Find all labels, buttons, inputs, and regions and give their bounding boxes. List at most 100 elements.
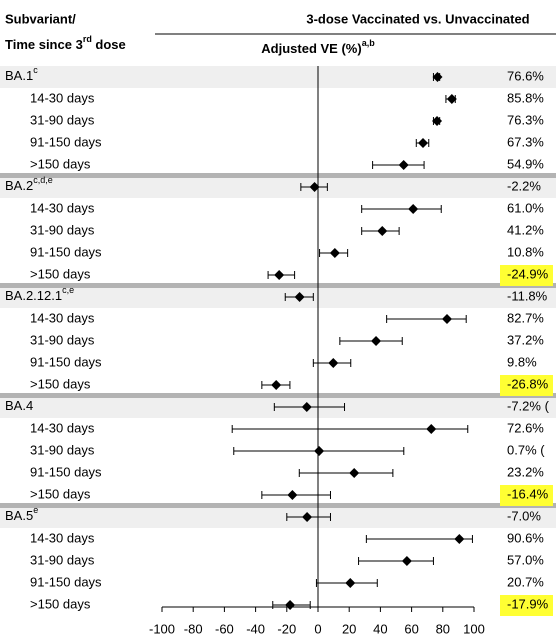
value-label: 41.2%: [507, 222, 544, 237]
point: [314, 446, 325, 456]
point: [432, 72, 443, 82]
point: [329, 248, 340, 258]
group-row-bg: [0, 66, 556, 88]
group-row-bg: [0, 286, 556, 308]
row-label: 31-90 days: [30, 112, 95, 127]
group-sup: c: [33, 65, 38, 75]
value-label: -2.2%: [507, 178, 541, 193]
group-label: BA.5e: [5, 505, 38, 523]
point: [294, 292, 305, 302]
group-name: BA.2: [5, 178, 33, 193]
group-name: BA.5: [5, 508, 33, 523]
value-label: 23.2%: [507, 464, 544, 479]
group-label: BA.1c: [5, 65, 38, 83]
separator: [0, 283, 556, 288]
axis-title-text: Adjusted VE (%): [261, 41, 361, 56]
row-label: 91-150 days: [30, 354, 102, 369]
row-label: 14-30 days: [30, 200, 95, 215]
row-label: 31-90 days: [30, 332, 95, 347]
point: [446, 94, 457, 104]
value-label: -11.8%: [507, 288, 548, 303]
row-label: >150 days: [30, 596, 91, 611]
x-axis-title: Adjusted VE (%)a,b: [261, 38, 375, 56]
x-tick-label: 60: [404, 621, 418, 636]
row-label: 91-150 days: [30, 134, 102, 149]
x-tick-label: -60: [215, 621, 234, 636]
point: [274, 270, 285, 280]
group-row-bg: [0, 506, 556, 528]
value-label: -16.4%: [507, 486, 549, 501]
group-row-bg: [0, 176, 556, 198]
value-label: 57.0%: [507, 552, 544, 567]
value-label: 0.7% (: [507, 442, 545, 457]
row-label: 91-150 days: [30, 464, 102, 479]
separator: [0, 393, 556, 398]
header-text: Time since 3: [5, 37, 83, 52]
point: [442, 314, 453, 324]
value-label: -7.0%: [507, 508, 541, 523]
row-label: >150 days: [30, 266, 91, 281]
row-label: 14-30 days: [30, 420, 95, 435]
row-label: >150 days: [30, 156, 91, 171]
row-label: 31-90 days: [30, 222, 95, 237]
value-label: 82.7%: [507, 310, 544, 325]
row-label: 31-90 days: [30, 552, 95, 567]
row-label: >150 days: [30, 486, 91, 501]
value-label: 61.0%: [507, 200, 544, 215]
group-label: BA.2.12.1c,e: [5, 285, 74, 303]
point: [371, 336, 382, 346]
x-tick-label: -20: [277, 621, 296, 636]
x-tick-label: 0: [314, 621, 321, 636]
highlight: [500, 265, 553, 286]
group-sup: c,e: [62, 285, 74, 295]
point: [426, 424, 437, 434]
highlight: [500, 485, 553, 506]
row-label: 14-30 days: [30, 530, 95, 545]
highlight: [500, 375, 553, 396]
value-label: 9.8%: [507, 354, 537, 369]
value-label: 72.6%: [507, 420, 544, 435]
group-label: BA.2c,d,e: [5, 175, 53, 193]
value-label: 76.6%: [507, 68, 544, 83]
value-label: 76.3%: [507, 112, 544, 127]
x-tick-label: 80: [436, 621, 450, 636]
value-label: 10.8%: [507, 244, 544, 259]
group-sup: c,d,e: [33, 175, 53, 185]
point: [309, 182, 320, 192]
value-label: -17.9%: [507, 596, 549, 611]
point: [301, 402, 312, 412]
row-label: 91-150 days: [30, 244, 102, 259]
header-sup: rd: [83, 34, 92, 44]
row-label: >150 days: [30, 376, 91, 391]
highlight: [500, 595, 553, 616]
comparison-title: 3-dose Vaccinated vs. Unvaccinated: [306, 11, 529, 26]
value-label: 37.2%: [507, 332, 544, 347]
separator: [0, 173, 556, 178]
x-tick-label: -100: [149, 621, 175, 636]
point: [454, 534, 465, 544]
separator: [0, 503, 556, 508]
group-name: BA.1: [5, 68, 33, 83]
row-label: 31-90 days: [30, 442, 95, 457]
row-label: 14-30 days: [30, 90, 95, 105]
x-tick-label: -80: [184, 621, 203, 636]
x-tick-label: 100: [463, 621, 485, 636]
value-label: -7.2% (: [507, 398, 550, 413]
x-tick-label: -40: [246, 621, 265, 636]
header-left: Subvariant/: [5, 11, 76, 26]
value-label: 90.6%: [507, 530, 544, 545]
point: [287, 490, 298, 500]
point: [417, 138, 428, 148]
x-tick-label: 40: [373, 621, 387, 636]
value-label: 54.9%: [507, 156, 544, 171]
row-label: 14-30 days: [30, 310, 95, 325]
point: [401, 556, 412, 566]
row-label: 91-150 days: [30, 574, 102, 589]
group-label: BA.4: [5, 398, 33, 413]
group-name: BA.2.12.1: [5, 288, 62, 303]
x-tick-label: 20: [342, 621, 356, 636]
point: [377, 226, 388, 236]
point: [271, 380, 282, 390]
group-name: BA.4: [5, 398, 33, 413]
